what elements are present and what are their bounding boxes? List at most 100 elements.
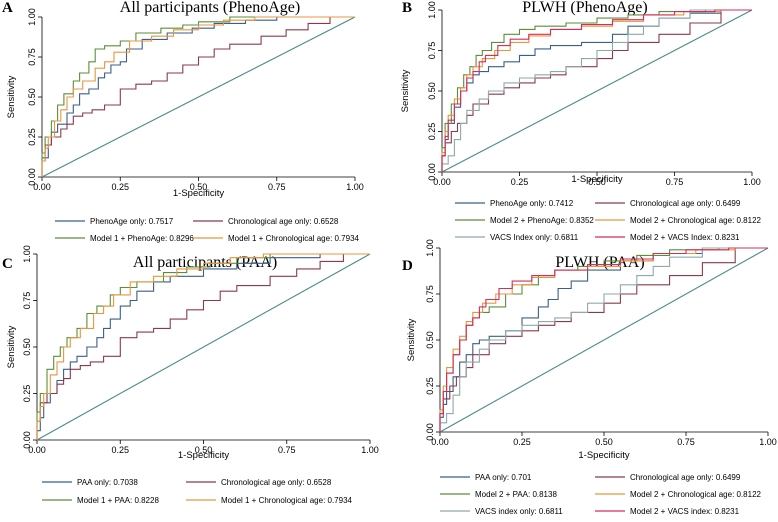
y-tick-label: 0.50 [427,82,437,100]
y-tick-label: 1.00 [22,245,32,263]
x-tick-label: 0.00 [33,182,51,192]
panel-c: C All participants (PAA)0.000.000.250.250… [2,245,379,505]
y-axis-label: Sensitivity [400,69,411,112]
x-tick-label: 1.00 [346,182,364,192]
x-tick-label: 0.75 [278,445,296,455]
y-tick-label: 0.75 [22,292,32,310]
legend: PhenoAge only: 0.7412 Chronological age o… [455,199,762,242]
panel-label: A [2,0,13,16]
x-tick-label: 0.00 [433,177,451,187]
x-tick-label: 0.25 [511,177,529,187]
reference-diagonal [36,253,371,441]
y-tick-label: 0.25 [425,377,435,395]
roc-curve-series-5 [441,9,752,172]
roc-curve-series-2 [41,16,355,177]
y-axis-label: Sensitivity [6,75,17,118]
panel-b: B PLWH (PhenoAge) 0.000.00 0.25 0.25 0.50 0.50… [400,0,762,242]
legend-entry: PhenoAge only: 0.7412 [490,199,574,208]
legend-entry: Chronological age only: 0.6528 [228,217,339,226]
x-tick-label: 0.00 [431,437,449,447]
panel-label: D [402,258,413,274]
x-tick-label: 0.75 [666,177,684,187]
x-tick-label: 1.00 [759,437,777,447]
y-tick-label: 0.75 [27,48,37,66]
x-tick-label: 0.00 [28,445,46,455]
x-tick-label: 0.25 [111,445,129,455]
x-tick-label: 0.75 [268,182,286,192]
y-tick-label: 1.00 [27,8,37,26]
reference-diagonal [441,9,753,173]
legend-entry: VACS Index only: 0.6811 [490,233,579,242]
roc-curve-series-2 [439,247,768,432]
roc-curve-series-5 [439,247,768,432]
legend-entry: Model 1 + Chronological age: 0.7934 [221,496,353,505]
x-tick-label: 0.50 [595,437,613,447]
legend-entry: Model 1 + PAA: 0.8228 [77,496,159,505]
panel-a: A All participants (PhenoAge) 0.000.00 0.25… [2,0,364,243]
reference-diagonal [41,16,356,178]
legend-entry: PhenoAge only: 0.7517 [90,217,174,226]
legend-entry: Model 2 + Chronological age: 0.8122 [630,490,762,499]
reference-diagonal [439,247,769,433]
legend-entry: Chronological age only: 0.6528 [221,478,332,487]
roc-curve-series-6 [439,247,768,432]
roc-curve-series-3 [41,16,355,177]
legend-entry: Model 1 + Chronological age: 0.7934 [228,234,360,243]
y-tick-label: 0.00 [427,163,437,181]
legend-entry: VACS index only: 0.6811 [475,507,563,516]
x-tick-label: 0.50 [588,177,606,187]
y-tick-label: 0.00 [425,423,435,441]
y-tick-label: 0.50 [425,331,435,349]
legend-entry: PAA only: 0.7038 [77,478,138,487]
legend-entry: PAA only: 0.701 [475,473,532,482]
roc-curve-series-2 [441,9,752,172]
panel-d: D PLWH (PAA) 0.000.00 0.25 0.25 0.50 0.50 0.75 0… [402,239,777,516]
y-tick-label: 0.50 [22,338,32,356]
y-tick-label: 0.00 [22,431,32,449]
roc-curve-series-4 [41,16,355,177]
legend-entry: Model 2 + PAA: 0.8138 [475,490,557,499]
y-tick-label: 0.25 [27,128,37,146]
roc-curve-series-6 [441,9,752,172]
legend-entry: Chronological age only: 0.6499 [630,199,741,208]
roc-curve-series-1 [41,16,355,177]
x-axis-label: 1-Specificity [571,174,622,185]
x-tick-label: 1.00 [361,445,379,455]
legend-entry: Model 2 + Chronological age: 0.8122 [630,216,762,225]
legend-entry: Model 2 + PhenoAge: 0.8352 [490,216,594,225]
roc-curve-series-4 [36,253,370,440]
x-tick-label: 0.25 [111,182,129,192]
x-tick-label: 0.25 [513,437,531,447]
legend-entry: Chronological age only: 0.6499 [630,473,741,482]
x-axis-label: 1-Specificity [578,450,629,461]
legend-entry: Model 2 + VACS index: 0.8231 [630,507,740,516]
x-tick-label: 1.00 [743,177,761,187]
y-tick-label: 0.00 [27,168,37,186]
panel-title: PLWH (PhenoAge) [522,0,647,16]
y-tick-label: 1.00 [425,239,435,257]
legend-entry: Model 1 + PhenoAge: 0.8296 [90,234,194,243]
panel-label: B [402,0,412,16]
legend: PhenoAge only: 0.7517 Chronological age o… [55,217,360,243]
panel-label: C [2,256,13,272]
y-tick-label: 0.25 [427,123,437,141]
legend: PAA only: 0.7038 Chronological age only: … [42,478,353,505]
x-axis-label: 1-Specificity [173,188,224,199]
roc-curve-series-2 [36,253,370,440]
y-axis-label: Sensitivity [6,325,17,368]
x-tick-label: 0.75 [677,437,695,447]
y-tick-label: 0.75 [427,42,437,60]
legend-entry: Model 2 + VACS Index: 0.8231 [630,233,740,242]
y-axis-label: Sensitivity [406,318,417,361]
y-tick-label: 0.50 [27,88,37,106]
panel-title: PLWH (PAA) [555,254,644,271]
y-tick-label: 0.75 [425,285,435,303]
y-tick-label: 0.25 [22,385,32,403]
x-tick-label: 0.50 [190,182,208,192]
legend: PAA only: 0.701 Chronological age only: 0… [440,473,762,516]
panel-title: All participants (PhenoAge) [120,0,300,16]
y-tick-label: 1.00 [427,1,437,19]
x-axis-label: 1-Specificity [178,450,229,461]
x-tick-label: 0.50 [195,445,213,455]
